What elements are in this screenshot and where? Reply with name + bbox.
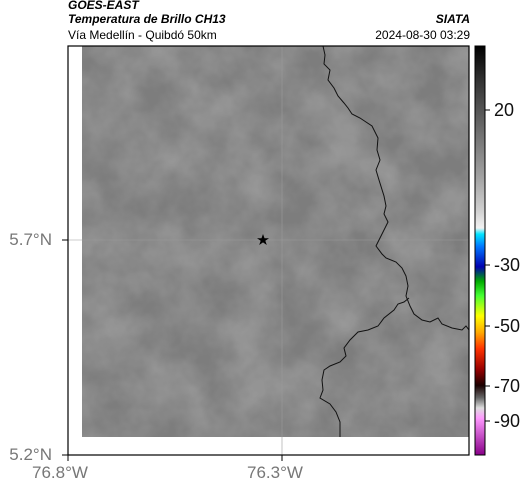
- colorbar-tick-label: -50: [494, 316, 521, 336]
- satellite-image: [82, 46, 469, 437]
- region-label: Vía Medellín - Quibdó 50km: [68, 28, 217, 42]
- map-frame: [67, 45, 470, 456]
- colorbar-tick-label: 20: [494, 100, 515, 120]
- satellite-title: GOES-EAST: [68, 0, 139, 12]
- axis-ticks: [62, 239, 283, 461]
- colorbar-frame: [474, 45, 486, 456]
- colorbar-tick-label: -90: [494, 411, 521, 431]
- star-icon: [257, 234, 269, 245]
- agency-label: SIATA: [435, 12, 470, 26]
- colorbar-tick-label: -30: [494, 255, 521, 275]
- coastline: [319, 45, 470, 437]
- lon-tick-label: 76.8°W: [32, 463, 88, 482]
- timestamp-label: 2024-08-30 03:29: [375, 28, 470, 42]
- lon-tick-label: 76.3°W: [247, 463, 303, 482]
- colorbar-ticks: [485, 109, 490, 422]
- product-title: Temperatura de Brillo CH13: [68, 12, 226, 26]
- colorbar: [475, 46, 485, 455]
- lat-tick-label: 5.2°N: [9, 445, 52, 464]
- colorbar-tick-label: -70: [494, 376, 521, 396]
- lat-tick-label: 5.7°N: [9, 230, 52, 249]
